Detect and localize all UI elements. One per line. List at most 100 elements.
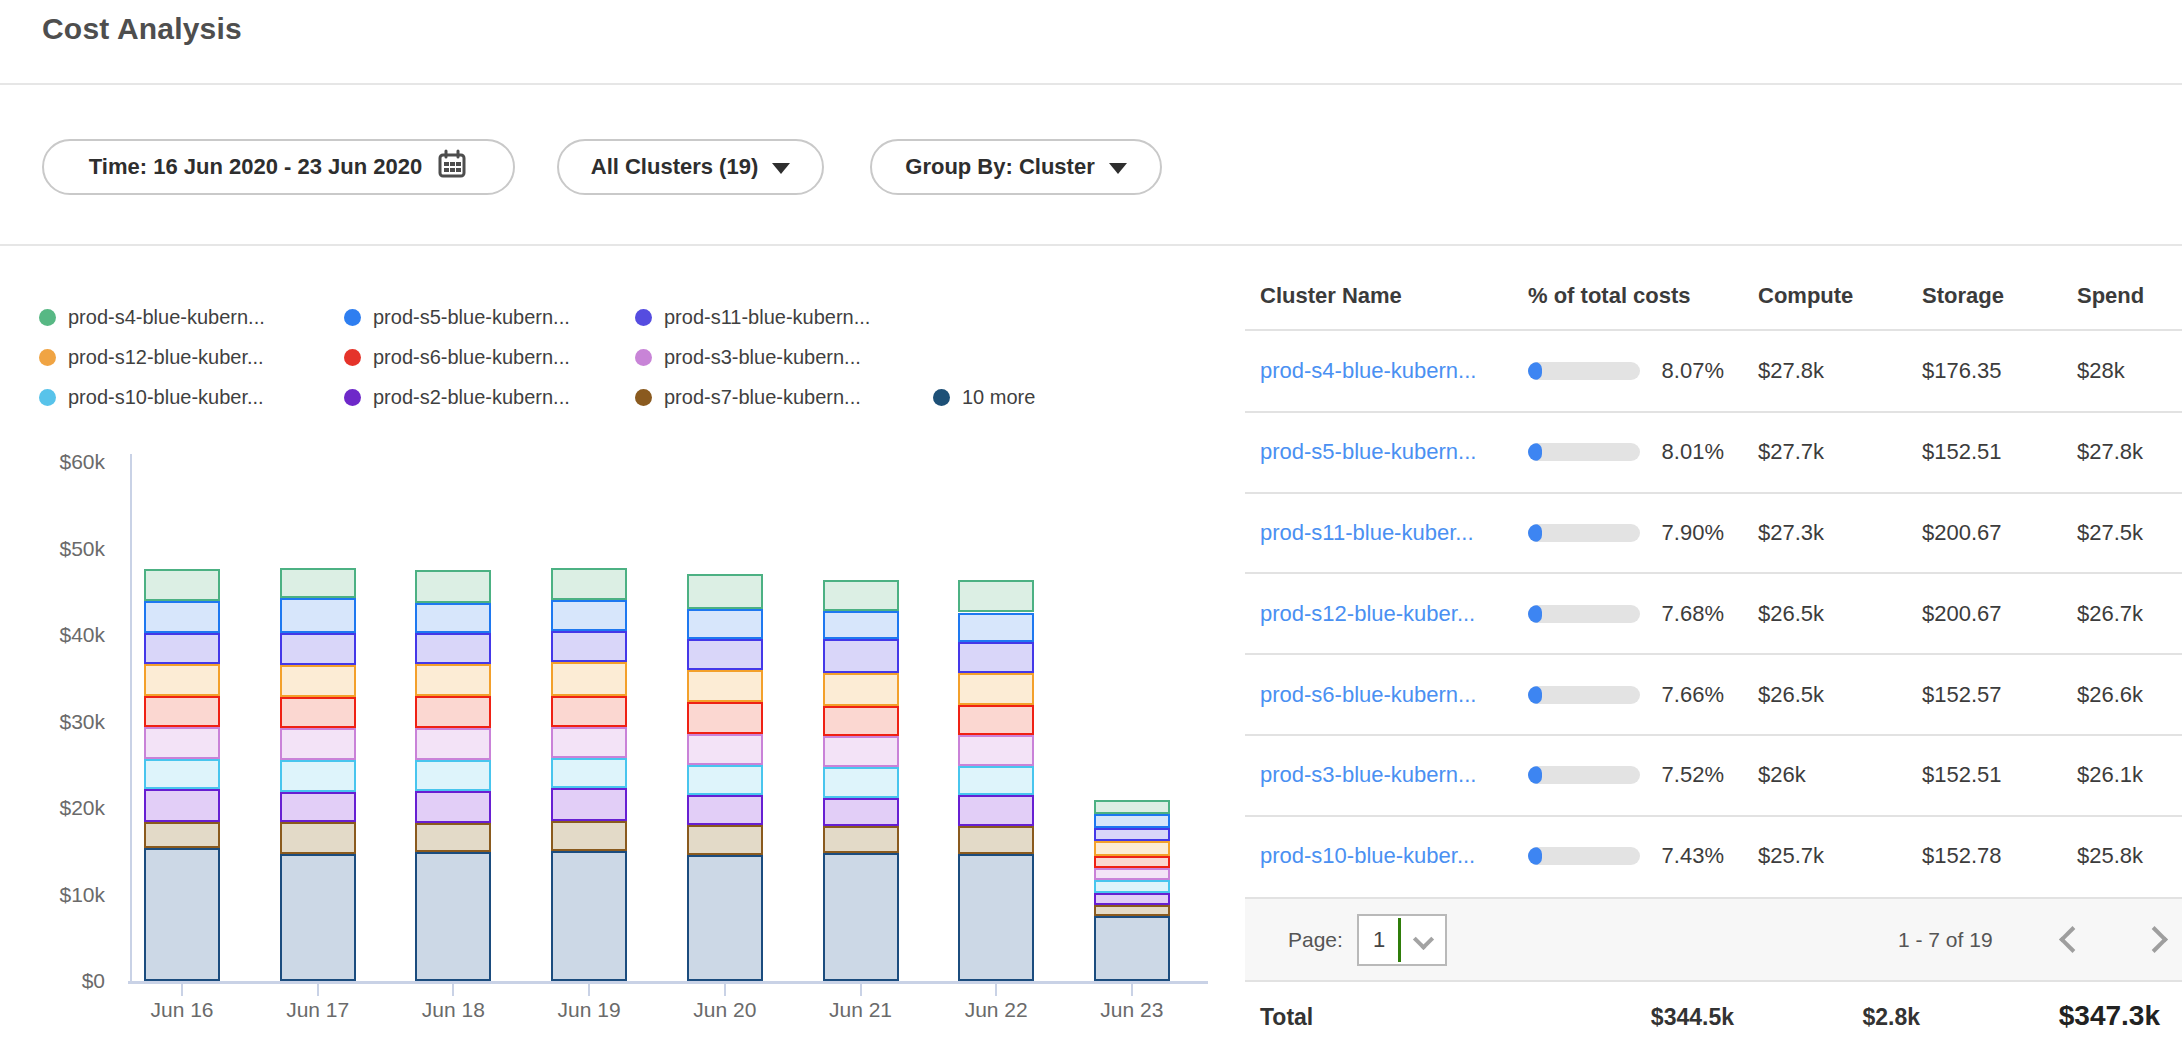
legend-item[interactable]: prod-s11-blue-kubern... xyxy=(635,303,870,331)
bar-segment[interactable] xyxy=(823,580,899,611)
bar-segment[interactable] xyxy=(551,662,627,697)
bar-segment[interactable] xyxy=(823,706,899,736)
bar-segment[interactable] xyxy=(415,760,491,791)
bar-segment[interactable] xyxy=(415,570,491,603)
cluster-name-link[interactable]: prod-s5-blue-kubern... xyxy=(1260,439,1522,465)
bar-segment[interactable] xyxy=(551,631,627,662)
bar-segment[interactable] xyxy=(687,825,763,854)
bar-segment[interactable] xyxy=(823,767,899,797)
bar-segment[interactable] xyxy=(144,822,220,848)
bar-segment[interactable] xyxy=(1094,893,1170,905)
bar-segment[interactable] xyxy=(1094,868,1170,880)
bar-segment[interactable] xyxy=(280,633,356,665)
bar-segment[interactable] xyxy=(958,673,1034,705)
bar-segment[interactable] xyxy=(687,609,763,639)
bar-segment[interactable] xyxy=(551,758,627,788)
column-header-cluster-name[interactable]: Cluster Name xyxy=(1260,283,1402,309)
bar-segment[interactable] xyxy=(687,795,763,825)
cluster-name-link[interactable]: prod-s10-blue-kuber... xyxy=(1260,843,1522,869)
bar-segment[interactable] xyxy=(415,728,491,759)
bar-segment[interactable] xyxy=(687,670,763,702)
bar-segment[interactable] xyxy=(551,788,627,821)
bar-segment[interactable] xyxy=(280,792,356,822)
legend-item[interactable]: prod-s12-blue-kuber... xyxy=(39,343,264,371)
bar-segment[interactable] xyxy=(958,580,1034,613)
bar-segment[interactable] xyxy=(958,766,1034,795)
bar-segment[interactable] xyxy=(551,568,627,599)
cluster-name-link[interactable]: prod-s4-blue-kubern... xyxy=(1260,358,1522,384)
bar-segment[interactable] xyxy=(958,826,1034,854)
bar-segment[interactable] xyxy=(144,848,220,981)
bar-segment[interactable] xyxy=(958,795,1034,826)
bar-segment[interactable] xyxy=(958,642,1034,673)
legend-item[interactable]: prod-s6-blue-kubern... xyxy=(344,343,570,371)
bar-segment[interactable] xyxy=(687,574,763,609)
column-header-compute[interactable]: Compute xyxy=(1758,283,1853,309)
bar-segment[interactable] xyxy=(415,664,491,697)
bar-segment[interactable] xyxy=(823,826,899,853)
column-header--of-total-costs[interactable]: % of total costs xyxy=(1528,283,1691,309)
bar-segment[interactable] xyxy=(551,727,627,758)
bar-segment[interactable] xyxy=(958,854,1034,981)
bar-segment[interactable] xyxy=(280,665,356,697)
bar-segment[interactable] xyxy=(1094,800,1170,814)
legend-item[interactable]: prod-s4-blue-kubern... xyxy=(39,303,265,331)
bar-segment[interactable] xyxy=(144,727,220,759)
bar-segment[interactable] xyxy=(144,696,220,726)
bar-segment[interactable] xyxy=(958,613,1034,642)
legend-item[interactable]: prod-s2-blue-kubern... xyxy=(344,383,570,411)
bar-segment[interactable] xyxy=(1094,814,1170,828)
bar-segment[interactable] xyxy=(144,601,220,633)
bar-segment[interactable] xyxy=(823,798,899,827)
bar-segment[interactable] xyxy=(280,697,356,728)
bar-segment[interactable] xyxy=(551,600,627,631)
bar-segment[interactable] xyxy=(144,633,220,664)
bar-segment[interactable] xyxy=(551,821,627,851)
bar-segment[interactable] xyxy=(280,568,356,598)
legend-item[interactable]: prod-s7-blue-kubern... xyxy=(635,383,861,411)
cluster-name-link[interactable]: prod-s3-blue-kubern... xyxy=(1260,762,1522,788)
bar-segment[interactable] xyxy=(280,728,356,760)
time-range-filter[interactable]: Time: 16 Jun 2020 - 23 Jun 2020 xyxy=(42,139,515,195)
bar-segment[interactable] xyxy=(1094,905,1170,916)
bar-segment[interactable] xyxy=(823,639,899,673)
bar-segment[interactable] xyxy=(1094,880,1170,893)
bar-segment[interactable] xyxy=(280,822,356,854)
bar-segment[interactable] xyxy=(144,569,220,601)
legend-item[interactable]: 10 more xyxy=(933,383,1035,411)
bar-segment[interactable] xyxy=(687,702,763,734)
bar-segment[interactable] xyxy=(1094,856,1170,868)
bar-segment[interactable] xyxy=(823,673,899,706)
legend-item[interactable]: prod-s10-blue-kuber... xyxy=(39,383,264,411)
bar-segment[interactable] xyxy=(280,854,356,981)
bar-segment[interactable] xyxy=(823,853,899,981)
bar-segment[interactable] xyxy=(415,696,491,728)
bar-segment[interactable] xyxy=(687,855,763,981)
bar-segment[interactable] xyxy=(415,603,491,633)
bar-segment[interactable] xyxy=(1094,916,1170,981)
bar-segment[interactable] xyxy=(823,736,899,767)
bar-segment[interactable] xyxy=(687,734,763,765)
bar-segment[interactable] xyxy=(1094,828,1170,841)
bar-segment[interactable] xyxy=(551,851,627,981)
bar-segment[interactable] xyxy=(823,611,899,640)
legend-item[interactable]: prod-s3-blue-kubern... xyxy=(635,343,861,371)
clusters-filter-dropdown[interactable]: All Clusters (19) xyxy=(557,139,824,195)
bar-segment[interactable] xyxy=(415,823,491,852)
bar-segment[interactable] xyxy=(687,765,763,795)
bar-segment[interactable] xyxy=(415,791,491,823)
bar-segment[interactable] xyxy=(144,664,220,696)
bar-segment[interactable] xyxy=(958,735,1034,765)
bar-segment[interactable] xyxy=(280,760,356,791)
page-select[interactable]: 1 xyxy=(1357,914,1447,966)
bar-segment[interactable] xyxy=(1094,841,1170,856)
bar-segment[interactable] xyxy=(958,705,1034,735)
bar-segment[interactable] xyxy=(280,598,356,633)
bar-segment[interactable] xyxy=(144,789,220,822)
column-header-spend[interactable]: Spend xyxy=(2077,283,2144,309)
column-header-storage[interactable]: Storage xyxy=(1922,283,2004,309)
bar-segment[interactable] xyxy=(551,696,627,726)
bar-segment[interactable] xyxy=(144,759,220,789)
bar-segment[interactable] xyxy=(415,633,491,663)
group-by-dropdown[interactable]: Group By: Cluster xyxy=(870,139,1162,195)
